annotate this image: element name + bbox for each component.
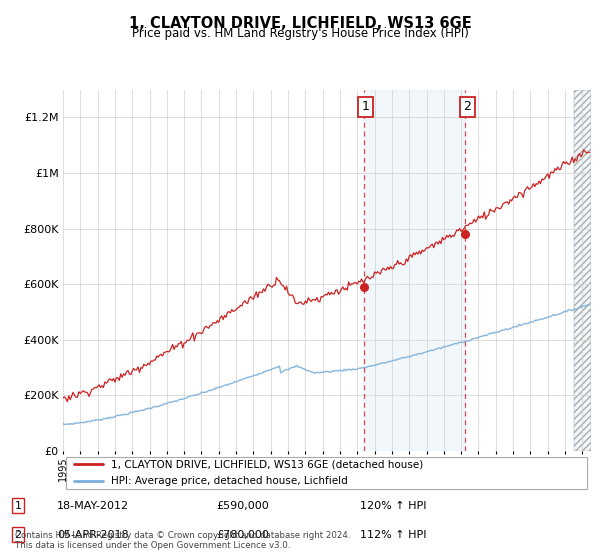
Bar [364, 90, 466, 451]
Text: 2: 2 [14, 530, 22, 540]
Text: HPI: Average price, detached house, Lichfield: HPI: Average price, detached house, Lich… [110, 476, 347, 486]
Bar [574, 90, 591, 451]
Text: 18-MAY-2012: 18-MAY-2012 [57, 501, 129, 511]
Text: 1: 1 [361, 100, 370, 114]
Bar [574, 90, 591, 451]
FancyBboxPatch shape [65, 456, 587, 489]
Text: 1, CLAYTON DRIVE, LICHFIELD, WS13 6GE (detached house): 1, CLAYTON DRIVE, LICHFIELD, WS13 6GE (d… [110, 459, 423, 469]
Text: Price paid vs. HM Land Registry's House Price Index (HPI): Price paid vs. HM Land Registry's House … [131, 27, 469, 40]
Text: 1: 1 [14, 501, 22, 511]
Text: 112% ↑ HPI: 112% ↑ HPI [360, 530, 427, 540]
Text: £780,000: £780,000 [216, 530, 269, 540]
Text: 05-APR-2018: 05-APR-2018 [57, 530, 128, 540]
Text: £590,000: £590,000 [216, 501, 269, 511]
Text: 1, CLAYTON DRIVE, LICHFIELD, WS13 6GE: 1, CLAYTON DRIVE, LICHFIELD, WS13 6GE [128, 16, 472, 31]
Text: 2: 2 [463, 100, 471, 114]
Text: 120% ↑ HPI: 120% ↑ HPI [360, 501, 427, 511]
Text: Contains HM Land Registry data © Crown copyright and database right 2024.
This d: Contains HM Land Registry data © Crown c… [15, 530, 350, 550]
